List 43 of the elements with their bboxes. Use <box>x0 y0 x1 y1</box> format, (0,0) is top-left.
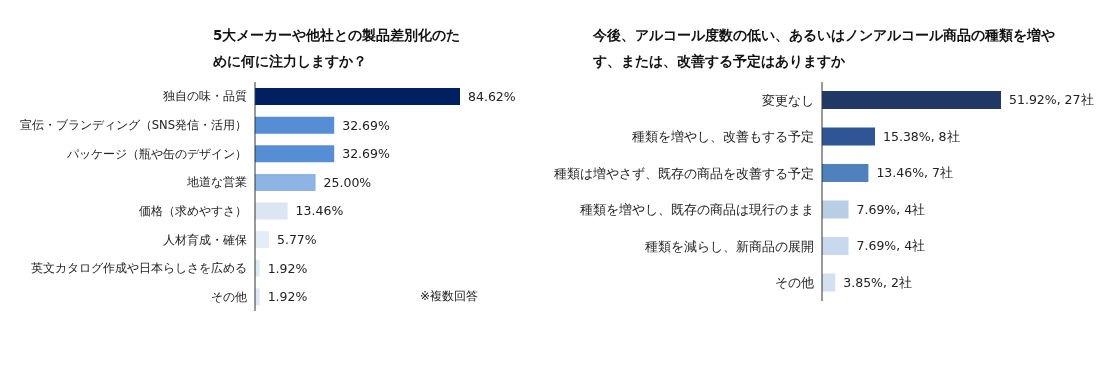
data-label: 13.46% <box>295 203 344 219</box>
bar <box>822 164 869 182</box>
bar <box>822 273 836 292</box>
bar <box>822 200 849 219</box>
bar <box>255 88 460 105</box>
y-tick-label: 英文カタログ作成や日本らしさを広める <box>31 261 247 276</box>
data-label: 32.69% <box>342 146 390 162</box>
bar <box>822 127 876 146</box>
y-tick-label: 人材育成・確保 <box>163 232 247 247</box>
data-label: 5.77% <box>276 232 317 247</box>
bar <box>255 231 269 249</box>
data-label: 13.46%, 7社 <box>876 165 953 181</box>
data-label: 1.92% <box>267 289 308 305</box>
bar <box>255 116 335 134</box>
y-tick-label: パッケージ（瓶や缶のデザイン） <box>66 146 247 161</box>
y-tick-label: 種類を減らし、新商品の展開 <box>645 238 814 254</box>
y-tick-label: その他 <box>775 275 814 291</box>
y-tick-label: 種類を増やし、既存の商品は現行のまま <box>580 202 814 218</box>
y-tick-label: 宣伝・ブランディング（SNS発信・活用） <box>19 118 247 133</box>
data-label: 1.92% <box>267 260 308 276</box>
annotation: ※複数回答 <box>420 288 479 305</box>
y-tick-label: 種類を増やし、改善もする予定 <box>632 129 814 145</box>
bar <box>255 173 316 191</box>
data-label: 7.69%, 4社 <box>856 238 926 254</box>
y-tick-label: 種類は増やさず、既存の商品を改善する予定 <box>554 165 814 181</box>
bar <box>822 237 849 255</box>
chart-title: 5大メーカーや他社との製品差別化のために何に注力しますか？ <box>213 26 462 71</box>
chart-title: 今後、アルコール度数の低い、あるいはノンアルコール商品の種類を増やす、または、改善する予定はありますか <box>593 26 1056 71</box>
data-label: 3.85%, 2社 <box>843 274 912 290</box>
data-label: 32.69% <box>342 117 390 133</box>
data-label: 7.69%, 4社 <box>856 201 926 217</box>
data-label: 15.38%, 8社 <box>883 128 960 144</box>
y-tick-label: 独自の味・品質 <box>163 89 247 104</box>
bar <box>255 202 288 220</box>
bar <box>822 91 1001 109</box>
data-label: 84.62% <box>468 88 516 104</box>
y-tick-label: 価格（求めやすさ） <box>139 203 247 218</box>
y-tick-label: 変更なし <box>762 92 814 108</box>
bar <box>255 145 335 163</box>
data-label: 51.92%, 27社 <box>1009 92 1094 108</box>
y-tick-label: 地道な営業 <box>186 175 247 190</box>
y-tick-label: その他 <box>211 289 247 304</box>
data-label: 25.00% <box>323 174 372 190</box>
